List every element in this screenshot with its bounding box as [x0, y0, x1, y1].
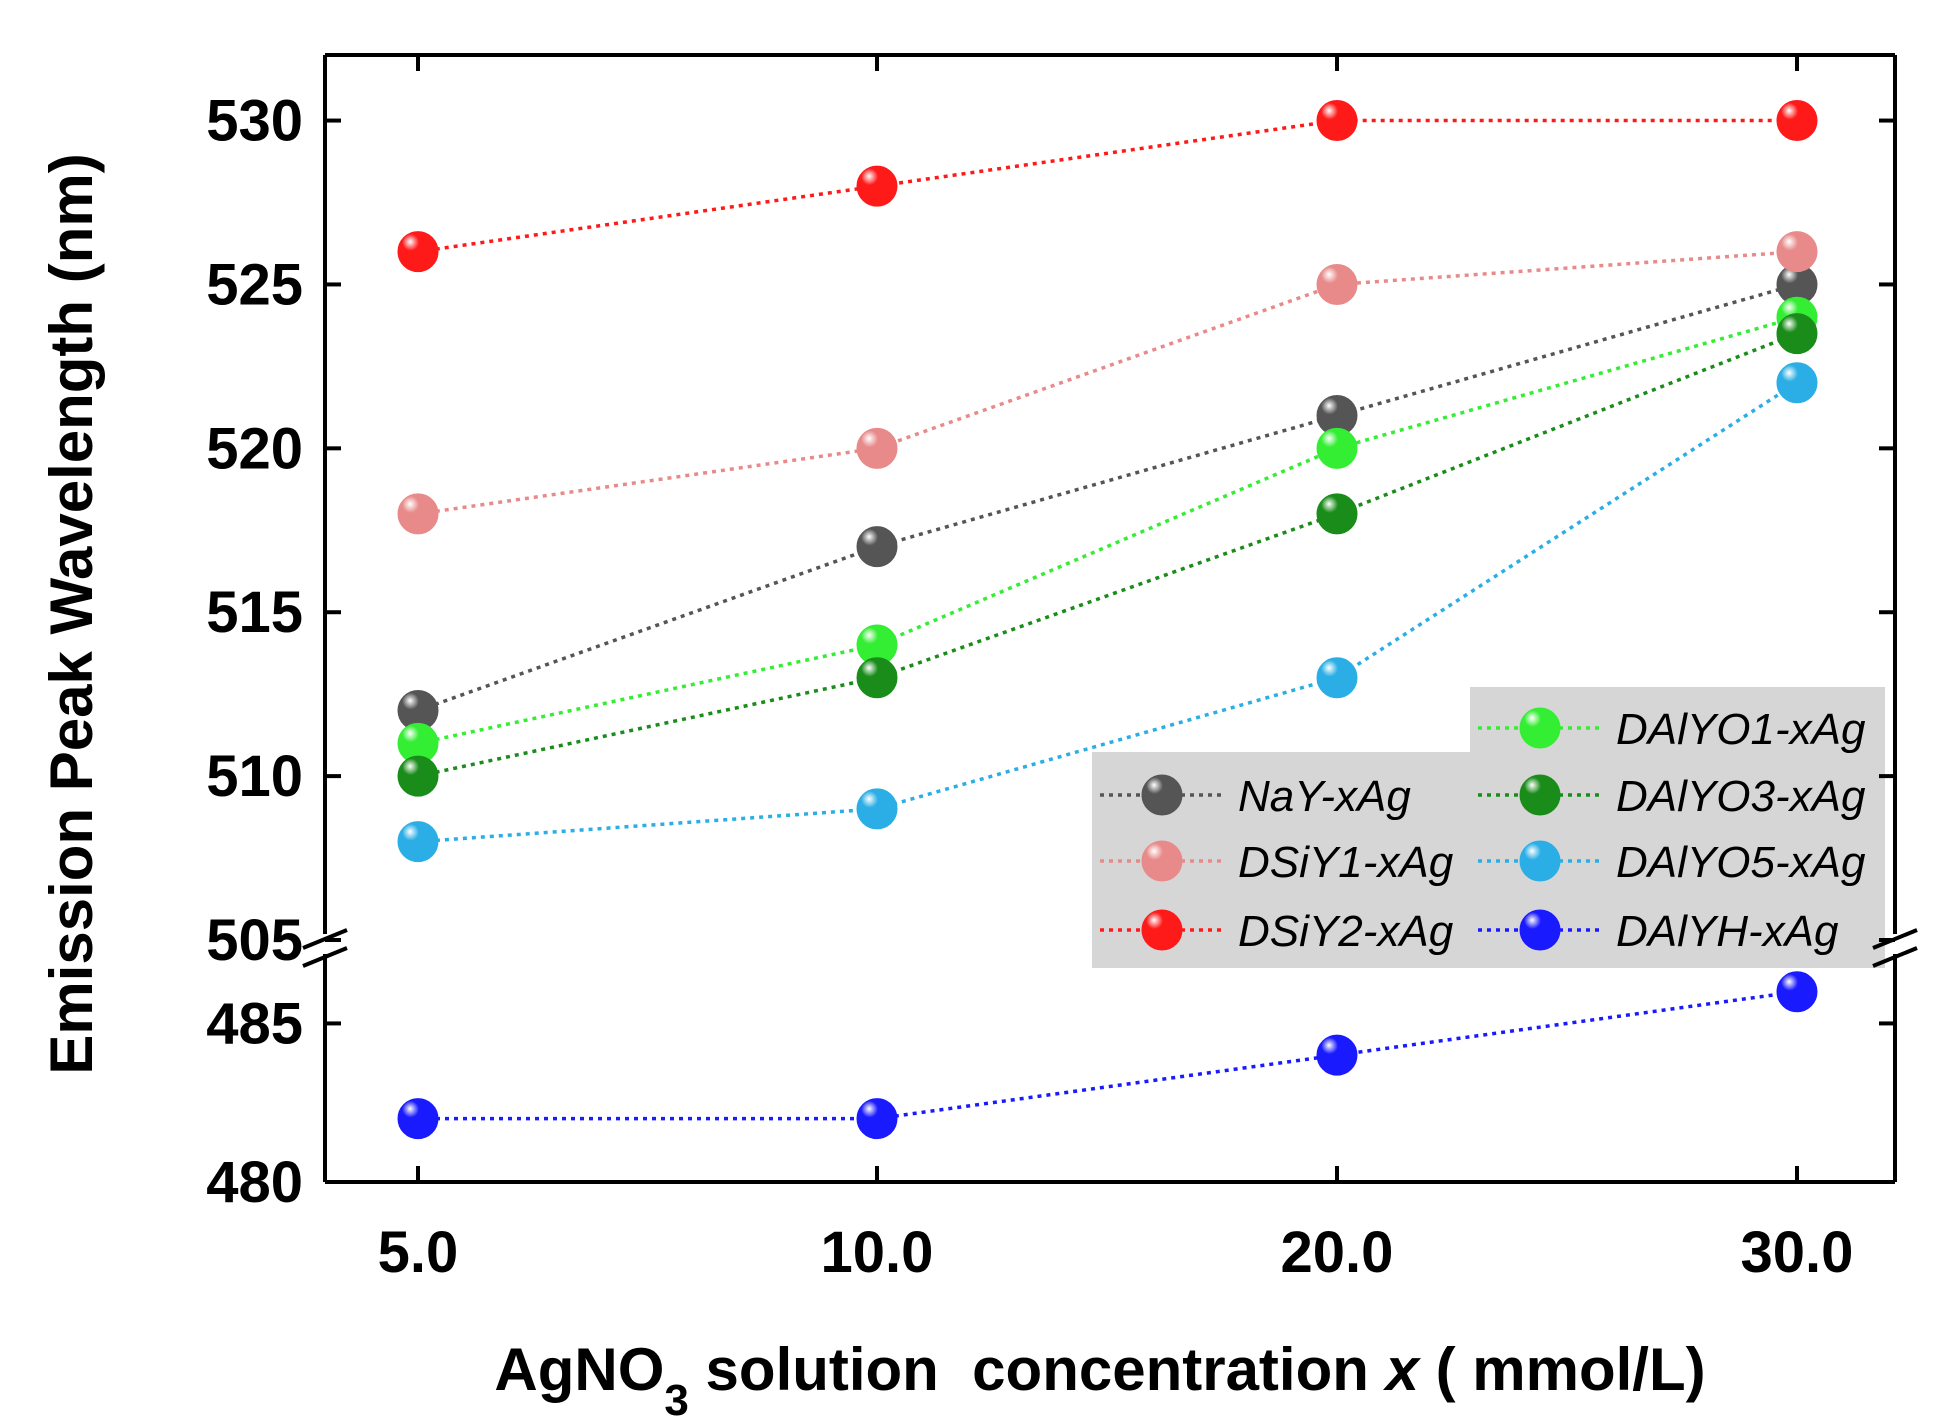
data-point-DAlYO3-xAg-30.0	[1776, 313, 1818, 355]
series-lines	[417, 118, 1798, 1121]
data-point-DAlYO1-xAg-20.0	[1316, 427, 1358, 469]
legend-label: DSiY1-xAg	[1238, 838, 1454, 887]
y-tick-label: 530	[206, 89, 303, 154]
data-point-DSiY1-xAg-10.0	[856, 427, 898, 469]
data-point-DAlYO5-xAg-5.0	[397, 821, 439, 863]
legend-marker	[1141, 774, 1183, 816]
legend-marker	[1519, 909, 1561, 951]
legend-marker	[1141, 909, 1183, 951]
series-line-DAlYH-xAg	[418, 989, 1798, 1121]
data-point-NaY-xAg-10.0	[856, 526, 898, 568]
legend-entry-NaY-xAg: NaY-xAg	[1100, 772, 1411, 821]
x-tick-label: 5.0	[378, 1220, 459, 1285]
x-axis-title-middle: solution concentration	[689, 1336, 1386, 1403]
x-tick-label: 30.0	[1741, 1220, 1854, 1285]
legend-label: DAlYH-xAg	[1616, 907, 1839, 956]
axis-break-right-2	[1872, 946, 1918, 968]
x-tick-label: 20.0	[1281, 1220, 1394, 1285]
data-point-DAlYH-xAg-5.0	[397, 1098, 439, 1140]
y-tick-label: 510	[206, 744, 303, 809]
data-point-DSiY1-xAg-5.0	[397, 493, 439, 535]
series-line-DAlYO1-xAg	[417, 315, 1798, 746]
legend-label: DAlYO1-xAg	[1616, 705, 1866, 754]
x-ticks: 5.0 10.0 20.0 30.0	[378, 55, 1854, 1285]
axes	[302, 53, 1918, 1184]
data-point-DAlYO5-xAg-20.0	[1316, 657, 1358, 699]
data-point-DSiY1-xAg-20.0	[1316, 263, 1358, 305]
data-point-DAlYO3-xAg-5.0	[397, 755, 439, 797]
legend-marker	[1141, 840, 1183, 882]
legend: NaY-xAg DSiY1-xAg DSiY2-xAg DAlYO1-xAg DAlYO…	[1100, 705, 1866, 956]
y-tick-label: 480	[206, 1150, 303, 1215]
x-axis-title-variable: x	[1383, 1336, 1422, 1403]
legend-label: DAlYO3-xAg	[1616, 772, 1866, 821]
data-point-DAlYO3-xAg-20.0	[1316, 493, 1358, 535]
x-axis-title: AgNO3 solution concentration x ( mmol/L)	[494, 1336, 1705, 1424]
data-point-DSiY2-xAg-30.0	[1776, 100, 1818, 142]
series-line-DSiY1-xAg	[417, 249, 1798, 516]
legend-entry-DAlYH-xAg: DAlYH-xAg	[1478, 907, 1839, 956]
legend-label: DSiY2-xAg	[1238, 907, 1454, 956]
legend-marker	[1519, 774, 1561, 816]
series-line-DAlYO3-xAg	[417, 331, 1798, 778]
legend-marker	[1519, 840, 1561, 882]
data-point-DAlYH-xAg-20.0	[1316, 1034, 1358, 1076]
legend-entry-DSiY2-xAg: DSiY2-xAg	[1100, 907, 1454, 956]
legend-label: DAlYO5-xAg	[1616, 838, 1866, 887]
series-points	[397, 100, 1818, 1140]
y-tick-label: 515	[206, 580, 303, 645]
y-tick-label: 520	[206, 416, 303, 481]
data-point-DSiY2-xAg-20.0	[1316, 100, 1358, 142]
x-tick-label: 10.0	[821, 1220, 934, 1285]
legend-entry-DAlYO3-xAg: DAlYO3-xAg	[1478, 772, 1866, 821]
legend-entry-DAlYO5-xAg: DAlYO5-xAg	[1478, 838, 1866, 887]
y-tick-label: 505	[206, 908, 303, 973]
legend-box	[1092, 687, 1885, 968]
x-axis-title-suffix: ( mmol/L)	[1419, 1336, 1706, 1403]
data-point-DAlYO5-xAg-30.0	[1776, 362, 1818, 404]
data-point-DAlYH-xAg-30.0	[1776, 971, 1818, 1013]
legend-background	[1092, 687, 1885, 968]
legend-marker	[1519, 707, 1561, 749]
data-point-DAlYO5-xAg-10.0	[856, 788, 898, 830]
data-point-DAlYH-xAg-10.0	[856, 1098, 898, 1140]
y-ticks: 505 510 515 520 525 530 480 485	[206, 89, 1895, 1215]
legend-entry-DSiY1-xAg: DSiY1-xAg	[1100, 838, 1454, 887]
y-axis-title: Emission Peak Wavelength (nm)	[38, 153, 105, 1074]
x-axis-title-subscript: 3	[664, 1376, 688, 1424]
y-tick-label: 525	[206, 252, 303, 317]
axis-break-left-2	[302, 946, 348, 968]
legend-label: NaY-xAg	[1238, 772, 1411, 821]
series-line-NaY-xAg	[417, 282, 1798, 713]
data-point-DAlYO3-xAg-10.0	[856, 657, 898, 699]
data-point-DSiY1-xAg-30.0	[1776, 231, 1818, 273]
x-axis-title-prefix: AgNO	[494, 1336, 664, 1403]
data-point-DSiY2-xAg-5.0	[397, 231, 439, 273]
series-line-DSiY2-xAg	[417, 118, 1797, 254]
data-point-DSiY2-xAg-10.0	[856, 165, 898, 207]
y-tick-label: 485	[206, 991, 303, 1056]
legend-entry-DAlYO1-xAg: DAlYO1-xAg	[1478, 705, 1866, 754]
